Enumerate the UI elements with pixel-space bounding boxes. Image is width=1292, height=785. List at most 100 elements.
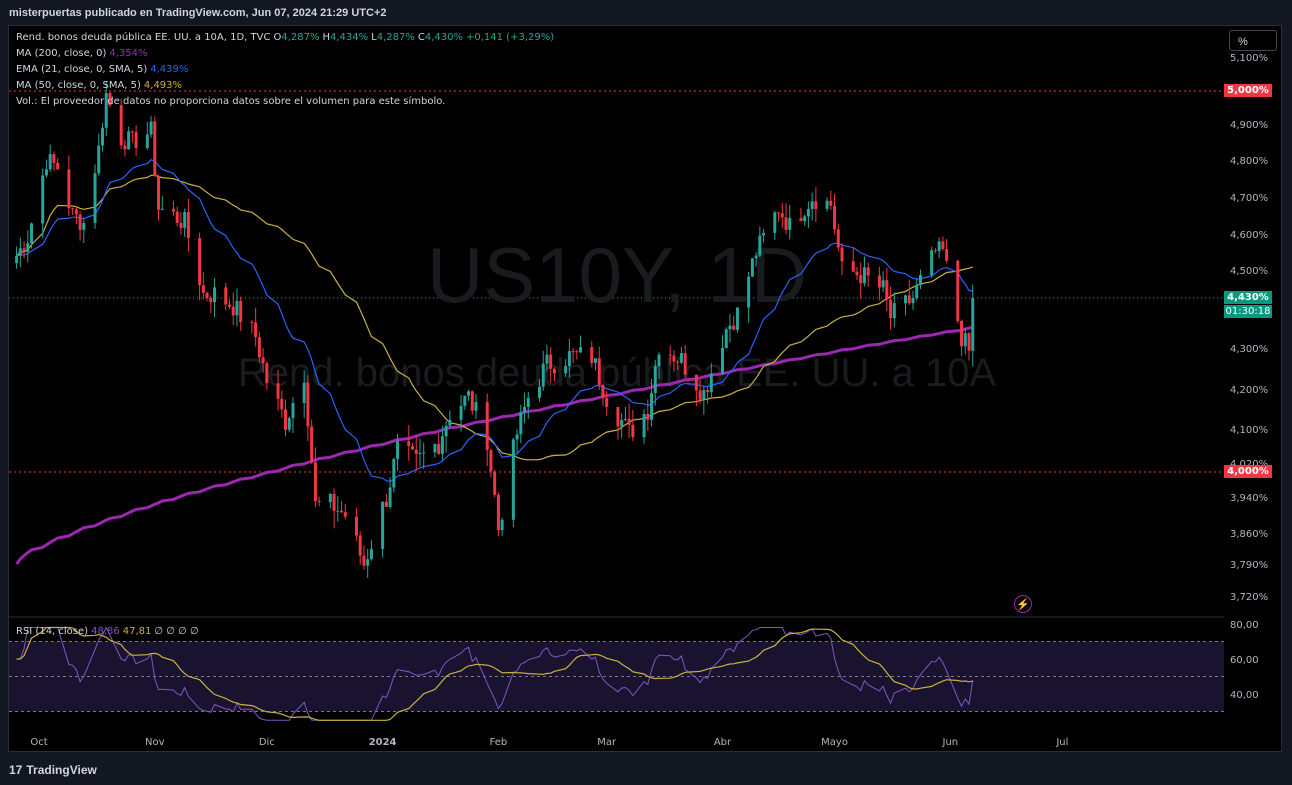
time-tick: Dic	[259, 737, 275, 748]
candle-body	[631, 424, 635, 438]
legend-ma200-row[interactable]: MA (200, close, 0) 4,354%	[16, 48, 151, 59]
candle-body	[545, 354, 549, 364]
candle-body	[97, 145, 101, 174]
legend-rsi-row[interactable]: RSI (14, close) 48,86 47,81 ∅ ∅ ∅ ∅	[16, 626, 202, 637]
rsi-tick: 80,00	[1230, 620, 1259, 631]
candle-body	[362, 555, 366, 566]
candle-body	[620, 420, 624, 427]
legend-high: 4,434%	[330, 32, 369, 43]
candle-body	[145, 134, 149, 149]
candle-body	[67, 169, 71, 209]
candle-body	[698, 390, 702, 400]
candle-body	[175, 211, 179, 223]
rsi-tick: 60,00	[1230, 655, 1259, 666]
candle-body	[448, 419, 452, 426]
candle-body	[157, 176, 161, 210]
candle-body	[788, 218, 792, 230]
price-tick: 4,300%	[1230, 344, 1268, 355]
candle-body	[41, 175, 45, 224]
legend-open: 4,287%	[281, 32, 320, 43]
candle-body	[709, 373, 713, 393]
candle-body	[963, 333, 967, 347]
rsi-pane	[9, 616, 1224, 721]
candle-body	[537, 386, 541, 398]
time-tick: Oct	[30, 737, 47, 748]
level-lines	[9, 90, 1224, 473]
candle-body	[198, 238, 202, 286]
legend-rsi-value: 48,86	[91, 626, 120, 637]
candle-body	[515, 434, 519, 440]
legend-c-label: C	[417, 32, 425, 43]
candle-body	[866, 267, 870, 276]
candle-body	[616, 407, 620, 427]
candle-body	[284, 409, 288, 430]
price-tick: 4,800%	[1230, 156, 1268, 167]
candle-body	[889, 299, 893, 319]
legend-rsi-label: RSI (14, close)	[16, 626, 89, 637]
candle-body	[956, 260, 960, 321]
candle-body	[381, 501, 385, 549]
time-tick: Mayo	[821, 737, 848, 748]
candle-body	[463, 395, 467, 406]
price-tick: 4,700%	[1230, 193, 1268, 204]
candle-body	[209, 298, 213, 303]
candle-body	[732, 325, 736, 330]
candle-body	[467, 391, 471, 396]
candle-body	[829, 200, 833, 206]
candle-body	[388, 487, 392, 507]
price-tick: 3,860%	[1230, 529, 1268, 540]
candle-body	[56, 162, 60, 170]
candle-body	[575, 351, 579, 353]
candle-body	[672, 355, 676, 362]
candle-body	[519, 412, 523, 435]
candle-body	[205, 292, 209, 299]
candle-body	[758, 235, 762, 256]
level-badge-top: 5,000%	[1224, 84, 1272, 97]
brand-text: TradingView	[26, 763, 97, 777]
candle-body	[257, 337, 261, 358]
legend-ema21-row[interactable]: EMA (21, close, 0, SMA, 5) 4,439%	[16, 64, 191, 75]
candle-body	[183, 212, 187, 228]
legend-low: 4,287%	[376, 32, 415, 43]
price-tick: 3,940%	[1230, 493, 1268, 504]
candle-body	[646, 413, 650, 420]
candle-body	[653, 366, 657, 393]
candle-body	[780, 213, 784, 218]
candle-body	[280, 398, 284, 410]
lightning-icon[interactable]: ⚡	[1014, 595, 1032, 613]
candle-body	[702, 390, 706, 400]
candle-body	[71, 208, 75, 210]
candle-body	[777, 212, 781, 214]
candle-body	[440, 436, 444, 454]
candle-body	[814, 201, 818, 209]
candle-body	[474, 402, 478, 411]
candle-body	[754, 255, 758, 259]
price-tick: 4,200%	[1230, 385, 1268, 396]
candle-body	[485, 402, 489, 451]
candle-body	[100, 127, 104, 146]
brand[interactable]: 17 TradingView	[9, 763, 97, 777]
price-tick: 3,790%	[1230, 560, 1268, 571]
candle-body	[104, 93, 108, 128]
percent-scale-button[interactable]: %	[1229, 30, 1277, 51]
candle-body	[149, 121, 153, 135]
candle-body	[459, 405, 463, 420]
watermark-symbol: US10Y, 1D	[427, 231, 807, 319]
legend-volume-note: Vol.: El proveedor de datos no proporcio…	[16, 96, 446, 107]
candle-body	[859, 275, 863, 284]
candle-body	[806, 208, 810, 217]
candle-body	[26, 243, 30, 252]
price-tick: 4,100%	[1230, 425, 1268, 436]
candle-body	[433, 443, 437, 453]
candle-body	[444, 425, 448, 437]
candle-body	[601, 384, 605, 399]
legend-ma50-row[interactable]: MA (50, close, 0, SMA, 5) 4,493%	[16, 80, 185, 91]
candle-body	[22, 248, 26, 252]
time-tick: Nov	[145, 737, 165, 748]
candle-body	[276, 383, 280, 399]
candle-body	[840, 247, 844, 262]
candle-body	[213, 287, 217, 303]
candle-body	[48, 154, 52, 170]
candle-body	[747, 276, 751, 308]
